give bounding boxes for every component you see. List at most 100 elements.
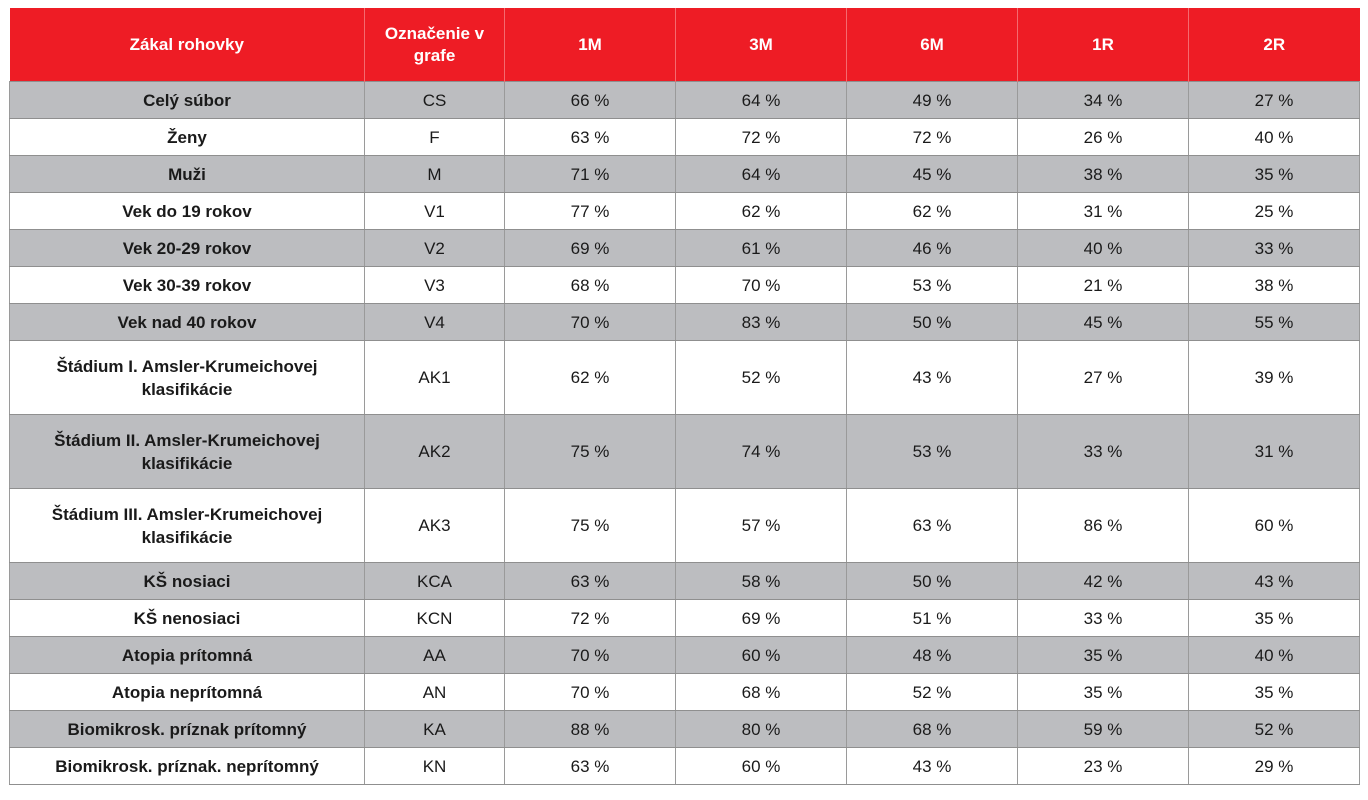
value-6m: 63 %: [846, 488, 1018, 563]
table-row: Celý súbor CS 66 % 64 % 49 % 34 % 27 %: [9, 81, 1360, 119]
row-label: KŠ nenosiaci: [9, 599, 365, 637]
value-1r: 45 %: [1017, 303, 1189, 341]
value-1m: 69 %: [504, 229, 676, 267]
header-row: Zákal rohovky Označenie v grafe 1M 3M 6M…: [9, 8, 1360, 82]
value-6m: 48 %: [846, 636, 1018, 674]
value-6m: 43 %: [846, 340, 1018, 415]
value-3m: 58 %: [675, 562, 847, 600]
table-row: Vek 20-29 rokov V2 69 % 61 % 46 % 40 % 33 %: [9, 229, 1360, 267]
value-2r: 35 %: [1188, 673, 1360, 711]
row-label: Štádium III. Amsler-Krumeichovej klasifi…: [9, 488, 365, 563]
data-table: Zákal rohovky Označenie v grafe 1M 3M 6M…: [9, 8, 1360, 785]
row-label: Atopia prítomná: [9, 636, 365, 674]
value-3m: 64 %: [675, 81, 847, 119]
chart-code: KN: [364, 747, 505, 785]
value-6m: 45 %: [846, 155, 1018, 193]
table-header: Zákal rohovky Označenie v grafe 1M 3M 6M…: [9, 8, 1360, 82]
row-label: KŠ nosiaci: [9, 562, 365, 600]
value-6m: 51 %: [846, 599, 1018, 637]
value-3m: 52 %: [675, 340, 847, 415]
chart-code: V2: [364, 229, 505, 267]
table-row: Štádium II. Amsler-Krumeichovej klasifik…: [9, 414, 1360, 489]
value-2r: 38 %: [1188, 266, 1360, 304]
value-1r: 21 %: [1017, 266, 1189, 304]
value-6m: 50 %: [846, 562, 1018, 600]
value-1r: 34 %: [1017, 81, 1189, 119]
value-1m: 66 %: [504, 81, 676, 119]
value-3m: 83 %: [675, 303, 847, 341]
row-label: Štádium II. Amsler-Krumeichovej klasifik…: [9, 414, 365, 489]
value-1r: 27 %: [1017, 340, 1189, 415]
value-1m: 70 %: [504, 673, 676, 711]
value-3m: 70 %: [675, 266, 847, 304]
row-label: Vek do 19 rokov: [9, 192, 365, 230]
value-6m: 52 %: [846, 673, 1018, 711]
value-1m: 88 %: [504, 710, 676, 748]
chart-code: KCA: [364, 562, 505, 600]
table-row: Vek nad 40 rokov V4 70 % 83 % 50 % 45 % 55 %: [9, 303, 1360, 341]
row-label: Vek 30-39 rokov: [9, 266, 365, 304]
value-2r: 43 %: [1188, 562, 1360, 600]
chart-code: AK3: [364, 488, 505, 563]
value-1m: 63 %: [504, 747, 676, 785]
table-row: Muži M 71 % 64 % 45 % 38 % 35 %: [9, 155, 1360, 193]
table-row: Vek do 19 rokov V1 77 % 62 % 62 % 31 % 25 %: [9, 192, 1360, 230]
table-row: Štádium III. Amsler-Krumeichovej klasifi…: [9, 488, 1360, 563]
value-1r: 33 %: [1017, 414, 1189, 489]
value-1m: 63 %: [504, 118, 676, 156]
value-2r: 27 %: [1188, 81, 1360, 119]
chart-code: AN: [364, 673, 505, 711]
header-1r: 1R: [1017, 8, 1189, 82]
chart-code: KA: [364, 710, 505, 748]
value-2r: 55 %: [1188, 303, 1360, 341]
table-row: Biomikrosk. príznak. neprítomný KN 63 % 60 …: [9, 747, 1360, 785]
value-2r: 60 %: [1188, 488, 1360, 563]
value-2r: 40 %: [1188, 636, 1360, 674]
value-1r: 31 %: [1017, 192, 1189, 230]
value-3m: 60 %: [675, 747, 847, 785]
value-1m: 62 %: [504, 340, 676, 415]
value-1r: 26 %: [1017, 118, 1189, 156]
value-1r: 33 %: [1017, 599, 1189, 637]
value-3m: 74 %: [675, 414, 847, 489]
row-label: Štádium I. Amsler-Krumeichovej klasifiká…: [9, 340, 365, 415]
value-2r: 52 %: [1188, 710, 1360, 748]
value-1m: 63 %: [504, 562, 676, 600]
value-6m: 62 %: [846, 192, 1018, 230]
value-3m: 57 %: [675, 488, 847, 563]
row-label: Ženy: [9, 118, 365, 156]
chart-code: V4: [364, 303, 505, 341]
table-row: Ženy F 63 % 72 % 72 % 26 % 40 %: [9, 118, 1360, 156]
value-6m: 53 %: [846, 414, 1018, 489]
value-1r: 40 %: [1017, 229, 1189, 267]
chart-code: AK2: [364, 414, 505, 489]
value-6m: 46 %: [846, 229, 1018, 267]
value-6m: 72 %: [846, 118, 1018, 156]
header-1m: 1M: [504, 8, 676, 82]
value-1r: 42 %: [1017, 562, 1189, 600]
value-3m: 60 %: [675, 636, 847, 674]
value-1r: 35 %: [1017, 636, 1189, 674]
table-row: Atopia prítomná AA 70 % 60 % 48 % 35 % 40 %: [9, 636, 1360, 674]
header-6m: 6M: [846, 8, 1018, 82]
value-3m: 80 %: [675, 710, 847, 748]
row-label: Atopia neprítomná: [9, 673, 365, 711]
value-6m: 68 %: [846, 710, 1018, 748]
value-6m: 43 %: [846, 747, 1018, 785]
table-row: Vek 30-39 rokov V3 68 % 70 % 53 % 21 % 38 %: [9, 266, 1360, 304]
value-1r: 35 %: [1017, 673, 1189, 711]
value-2r: 35 %: [1188, 155, 1360, 193]
value-6m: 53 %: [846, 266, 1018, 304]
value-6m: 49 %: [846, 81, 1018, 119]
value-3m: 64 %: [675, 155, 847, 193]
value-2r: 33 %: [1188, 229, 1360, 267]
value-1m: 75 %: [504, 488, 676, 563]
value-3m: 72 %: [675, 118, 847, 156]
table-row: KŠ nenosiaci KCN 72 % 69 % 51 % 33 % 35 %: [9, 599, 1360, 637]
value-6m: 50 %: [846, 303, 1018, 341]
row-label: Celý súbor: [9, 81, 365, 119]
header-3m: 3M: [675, 8, 847, 82]
value-3m: 62 %: [675, 192, 847, 230]
chart-code: AA: [364, 636, 505, 674]
value-1r: 23 %: [1017, 747, 1189, 785]
